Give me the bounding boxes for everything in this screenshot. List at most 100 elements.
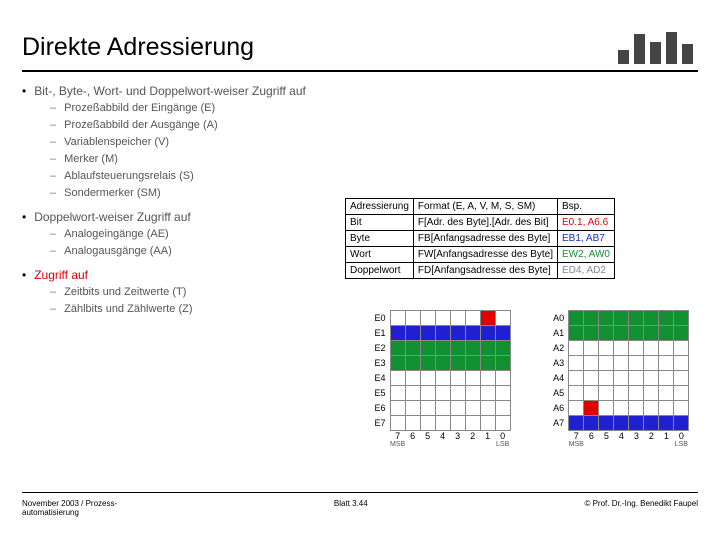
bitgrid-row-label: A0 [549, 311, 569, 326]
bitgrid-cell [614, 326, 629, 341]
bitgrid-cell [420, 401, 435, 416]
bitgrid-cell [480, 341, 495, 356]
footer-left-line1: November 2003 / Prozess- [22, 499, 117, 509]
bitgrid-cell [584, 311, 599, 326]
bitgrid-cell [405, 371, 420, 386]
table-cell: Bit [346, 215, 414, 231]
bitgrid-cell [629, 401, 644, 416]
bitgrid-cell [599, 311, 614, 326]
bitgrid-cell [644, 326, 659, 341]
bullet-dash-icon: – [50, 117, 56, 134]
bitgrid-cell [614, 341, 629, 356]
bullet-subtext: Zählbits und Zählwerte (Z) [64, 301, 192, 318]
bitgrid-cell [569, 416, 584, 431]
bitgrid-cell [480, 371, 495, 386]
bitgrid-cell [644, 416, 659, 431]
bitgrid-row-label: E1 [370, 326, 390, 341]
addressing-table: AdressierungFormat (E, A, V, M, S, SM)Bs… [345, 198, 615, 279]
bitgrid-cell [450, 416, 465, 431]
bitgrid-sublabel: LSB [674, 441, 689, 448]
bitgrid-row-label: A2 [549, 341, 569, 356]
bitgrid-cell [465, 326, 480, 341]
bitgrid-cell [390, 326, 405, 341]
bitgrid-cell [599, 371, 614, 386]
bitgrid-cell [420, 311, 435, 326]
bullet-text: Bit-, Byte-, Wort- und Doppelwort-weiser… [34, 82, 306, 100]
bitgrid-row-label: A5 [549, 386, 569, 401]
footer-left-line2: automatisierung [22, 508, 117, 518]
bitgrid-right: A0A1A2A3A4A5A6A776543210MSBLSB [549, 310, 690, 448]
bitgrid-cell [465, 386, 480, 401]
bitgrid-sublabel: MSB [390, 441, 405, 448]
bitgrid-cell [629, 386, 644, 401]
bitgrid-sublabel [420, 441, 435, 448]
footer-right: © Prof. Dr.-Ing. Benedikt Faupel [584, 499, 698, 518]
table-cell: Byte [346, 231, 414, 247]
bitgrid-cell [495, 386, 510, 401]
bitgrid-cell [584, 386, 599, 401]
bullet-dash-icon: – [50, 284, 56, 301]
bitgrid-row-label: E6 [370, 401, 390, 416]
bitgrid-cell [674, 311, 689, 326]
bitgrid-cell [450, 341, 465, 356]
table-header-cell: Bsp. [558, 199, 615, 215]
bitgrid-cell [495, 356, 510, 371]
bitgrid-cell [480, 416, 495, 431]
bitgrid-row-label: E0 [370, 311, 390, 326]
bitgrid-cell [480, 356, 495, 371]
bitgrid-row-label: E2 [370, 341, 390, 356]
bitgrid-cell [435, 386, 450, 401]
table-cell: Doppelwort [346, 263, 414, 279]
bitgrid-cell [569, 341, 584, 356]
bitgrid-cell [674, 401, 689, 416]
bitgrid-cell [465, 401, 480, 416]
bitgrid-cell [390, 416, 405, 431]
bitgrid-row-label: A7 [549, 416, 569, 431]
bitgrid-sublabel [644, 441, 659, 448]
bitgrid-cell [405, 311, 420, 326]
bitgrid-cell [584, 416, 599, 431]
bitgrid-cell [674, 341, 689, 356]
bitgrid-cell [435, 341, 450, 356]
bitgrid-cell [465, 341, 480, 356]
bitgrid-cell [569, 401, 584, 416]
bitgrid-cell [495, 416, 510, 431]
bitgrid-cell [674, 416, 689, 431]
bitgrid-col-label: 3 [450, 431, 465, 442]
bullet-subtext: Prozeßabbild der Eingänge (E) [64, 100, 215, 117]
bitgrid-sublabel [405, 441, 420, 448]
bitgrid-cell [599, 386, 614, 401]
bitgrid-cell [659, 371, 674, 386]
bullet-dash-icon: – [50, 134, 56, 151]
bitgrid-cell [495, 341, 510, 356]
bitgrids-container: E0E1E2E3E4E5E6E776543210MSBLSB A0A1A2A3A… [370, 310, 689, 448]
bitgrid-cell [450, 401, 465, 416]
bitgrid-cell [569, 356, 584, 371]
bitgrid-cell [390, 341, 405, 356]
bitgrid-cell [614, 386, 629, 401]
bitgrid-cell [390, 311, 405, 326]
bitgrid-cell [480, 311, 495, 326]
bitgrid-cell [465, 356, 480, 371]
bullet-dash-icon: – [50, 151, 56, 168]
bitgrid-col-label: 5 [420, 431, 435, 442]
bullet-dash-icon: – [50, 168, 56, 185]
bitgrid-cell [659, 341, 674, 356]
bitgrid-cell [674, 356, 689, 371]
bitgrid-cell [674, 386, 689, 401]
bullet-level2: –Zeitbits und Zeitwerte (T) [50, 284, 698, 301]
bitgrid-row-label: E3 [370, 356, 390, 371]
htw-logo [618, 30, 698, 64]
bullet-level2: –Prozeßabbild der Ausgänge (A) [50, 117, 698, 134]
bitgrid-cell [614, 401, 629, 416]
bitgrid-cell [614, 356, 629, 371]
table-row: WortFW[Anfangsadresse des Byte]EW2, AW0 [346, 247, 615, 263]
bitgrid-cell [629, 371, 644, 386]
bitgrid-cell [495, 326, 510, 341]
bitgrid-col-label: 0 [495, 431, 510, 442]
bitgrid-cell [495, 371, 510, 386]
bitgrid-sublabel [584, 441, 599, 448]
bullet-subtext: Analogeingänge (AE) [64, 226, 169, 243]
bitgrid-cell [599, 401, 614, 416]
bitgrid-cell [629, 341, 644, 356]
